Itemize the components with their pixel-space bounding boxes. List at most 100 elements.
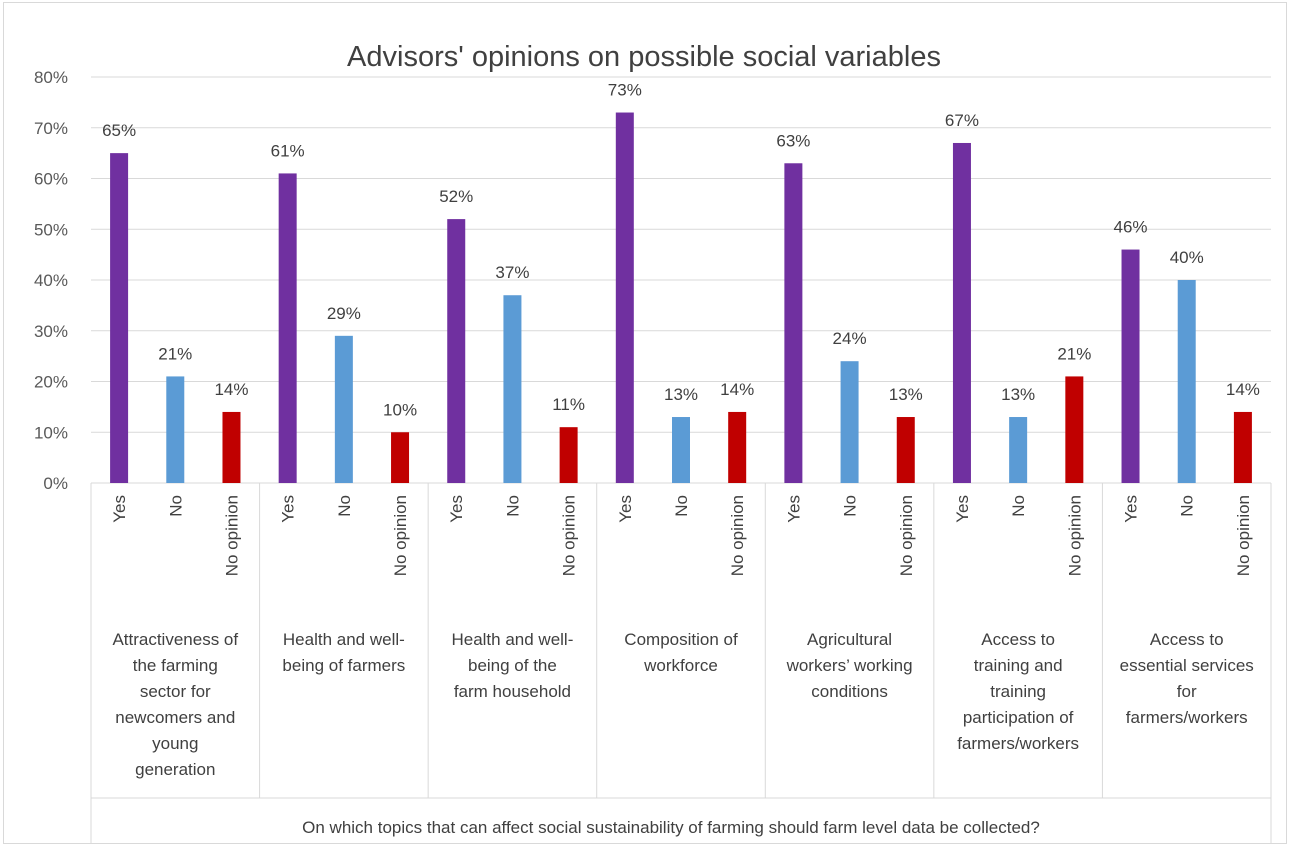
sub-category-label: Yes [784,495,803,523]
sub-category-label: Yes [279,495,298,523]
data-label: 21% [1057,344,1091,363]
bar [110,153,129,483]
group-label-line: farm household [454,682,571,701]
group-label-line: sector for [140,682,211,701]
data-label: 21% [158,344,192,363]
group-label-line: young [152,734,198,753]
data-label: 14% [1226,380,1260,399]
data-labels: 65% 21% 14% 61% 29% 10% 52% 37% 11% 73% 13% 14% 63% 2… [102,81,1260,420]
sub-category-label: No opinion [222,495,241,576]
sub-category-label: No [672,495,691,517]
group-label-line: newcomers and [115,708,235,727]
data-label: 40% [1170,248,1204,267]
sub-category-label: No [166,495,185,517]
bar [447,219,466,483]
data-label: 61% [271,141,305,160]
bar [222,411,241,483]
bar [1009,417,1028,483]
group-label-line: training and [974,656,1063,675]
bars [110,112,1252,484]
bar [896,417,915,483]
axes: 0% 10% 20% 30% 40% 50% 60% 70% 80% [34,68,1272,843]
data-label: 14% [720,380,754,399]
group-label-line: Access to [981,630,1055,649]
bar [1177,280,1196,483]
group-label-line: being of the [468,656,557,675]
bar [952,142,971,483]
y-tick-label: 20% [34,373,68,392]
group-label-line: for [1177,682,1197,701]
y-tick-label: 10% [34,423,68,442]
group-label-line: Health and well- [283,630,405,649]
y-tick-label: 30% [34,322,68,341]
bar [728,411,747,483]
bar [672,417,690,483]
group-label-line: essential services [1120,656,1254,675]
group-label-line: Access to [1150,630,1224,649]
data-label: 63% [776,131,810,150]
y-tick-label: 70% [34,119,68,138]
y-tick-label: 0% [43,474,68,493]
sub-category-label: No [841,495,860,517]
group-label-line: Health and well- [451,630,573,649]
data-label: 13% [664,385,698,404]
y-tick-label: 50% [34,220,68,239]
group-label-line: being of farmers [282,656,405,675]
group-label-line: workers’ working [786,656,913,675]
sub-category-label: No [1178,495,1197,517]
category-labels: Yes No No opinion Attractiveness of the farm… [110,495,1254,779]
sub-category-label: No opinion [1065,495,1084,576]
sub-category-label: Yes [616,495,635,523]
sub-category-label: No [1009,495,1028,517]
group-label-line: training [990,682,1046,701]
group-label-line: Composition of [624,630,738,649]
group-label-line: generation [135,760,215,779]
sub-category-label: Yes [110,495,129,523]
data-label: 11% [552,395,585,414]
y-tick-label: 60% [34,170,68,189]
gridlines [91,76,1271,433]
group-label-line: farmers/workers [1126,708,1248,727]
group-label-line: farmers/workers [957,734,1079,753]
bar [503,295,522,483]
group-label-line: workforce [643,656,718,675]
sub-category-label: No opinion [1234,495,1253,576]
data-label: 29% [327,304,361,323]
data-label: 14% [214,380,248,399]
bar [1065,376,1084,483]
sub-category-label: Yes [1122,495,1141,523]
sub-category-label: No [335,495,354,517]
bar [1233,411,1252,483]
y-tick-label: 40% [34,271,68,290]
sub-category-label: No [503,495,522,517]
data-label: 10% [383,400,417,419]
sub-category-label: No opinion [560,495,579,576]
y-tick-label: 80% [34,68,68,87]
bar [559,427,578,483]
bar [391,432,410,483]
group-label-line: Attractiveness of [112,630,238,649]
sub-category-label: Yes [953,495,972,523]
sub-category-label: No opinion [897,495,916,576]
group-label-line: participation of [963,708,1074,727]
chart-container: Advisors' opinions on possible social va… [3,2,1287,844]
chart-title: Advisors' opinions on possible social va… [347,41,941,73]
data-label: 73% [608,81,642,100]
sub-category-label: No opinion [728,495,747,576]
data-label: 46% [1114,218,1148,237]
sub-category-label: No opinion [391,495,410,576]
bar [784,163,803,483]
data-label: 24% [833,329,867,348]
x-axis-title: On which topics that can affect social s… [302,818,1040,837]
data-label: 37% [495,263,529,282]
data-label: 67% [945,111,979,130]
sub-category-label: Yes [447,495,466,523]
bar [278,173,297,484]
group-label-line: Agricultural [807,630,892,649]
bar [1121,249,1140,483]
data-label: 65% [102,121,136,140]
data-label: 13% [889,385,923,404]
group-label-line: the farming [133,656,218,675]
bar [840,361,859,483]
data-label: 13% [1001,385,1035,404]
